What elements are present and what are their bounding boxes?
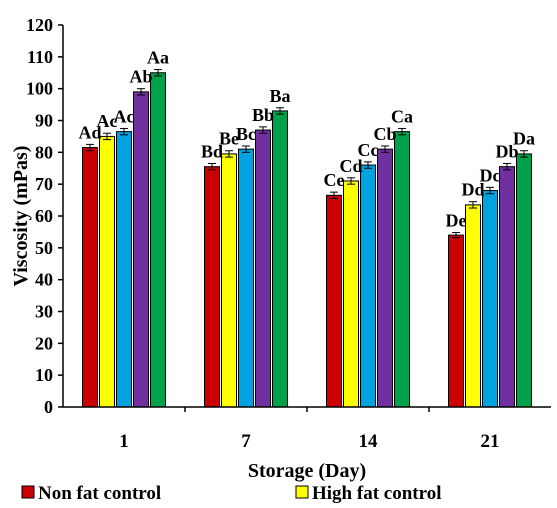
- bar-significance-label: De: [446, 211, 467, 231]
- legend-swatch: [21, 485, 35, 499]
- y-tick-label: 80: [35, 142, 53, 162]
- bar-significance-label: Dc: [480, 165, 501, 185]
- bar-significance-label: Cd: [339, 156, 362, 176]
- bar: [150, 72, 166, 408]
- y-tick-label: 110: [27, 47, 53, 67]
- bars-layer: [82, 72, 532, 408]
- bar: [82, 147, 98, 408]
- legend-label: Non fat control: [38, 483, 161, 504]
- bar: [448, 234, 464, 408]
- bar: [482, 190, 498, 408]
- bar: [516, 153, 532, 408]
- y-tick-label: 100: [26, 79, 53, 99]
- legend-label: High fat control: [312, 483, 441, 504]
- bar-significance-label: Be: [219, 129, 239, 149]
- bar: [394, 131, 410, 408]
- y-tick-label: 90: [35, 111, 53, 131]
- bar: [238, 148, 254, 408]
- y-tick-label: 50: [35, 238, 53, 258]
- y-tick-label: 10: [35, 365, 53, 385]
- y-tick-label: 30: [35, 302, 53, 322]
- bar-significance-label: Ca: [391, 106, 413, 126]
- bar: [204, 166, 220, 408]
- bar: [221, 153, 237, 408]
- bar: [377, 148, 393, 408]
- bar: [326, 194, 342, 408]
- bar-significance-label: Dd: [461, 180, 484, 200]
- bar-significance-label: Ab: [129, 67, 152, 87]
- bar: [272, 110, 288, 408]
- x-tick-label: 7: [241, 431, 251, 452]
- bar: [465, 204, 481, 408]
- bar: [255, 129, 271, 408]
- bar: [133, 91, 149, 408]
- bar-significance-label: Ce: [324, 170, 345, 190]
- bar: [499, 166, 515, 408]
- x-ticks: 1 7 14 21: [119, 407, 500, 452]
- bar-significance-label: Bb: [252, 105, 274, 125]
- x-tick-label: 21: [481, 431, 500, 452]
- bar-significance-label: Cc: [358, 140, 379, 160]
- y-tick-label: 70: [35, 174, 53, 194]
- bar-significance-label: Bd: [201, 141, 223, 161]
- y-ticks: 0 10 20 30 40 50 60 70 80 90 100 110 120: [26, 15, 63, 417]
- bar: [343, 180, 359, 408]
- y-tick-label: 40: [35, 270, 53, 290]
- bar-significance-label: Ac: [114, 106, 135, 126]
- x-tick-label: 14: [359, 431, 379, 452]
- bar: [116, 131, 132, 408]
- x-axis-label: Storage (Day): [248, 460, 366, 482]
- bar-significance-label: Bc: [236, 124, 256, 144]
- y-axis-label: Viscosity (mPas): [10, 146, 32, 287]
- y-tick-label: 120: [26, 15, 53, 35]
- legend-swatch: [295, 485, 309, 499]
- bar: [99, 135, 115, 408]
- bar-significance-label: Da: [513, 129, 535, 149]
- bar-significance-label: Ba: [269, 86, 290, 106]
- bar-significance-label: Cb: [373, 124, 396, 144]
- y-tick-label: 60: [35, 206, 53, 226]
- bar-significance-label: Ac: [97, 111, 118, 131]
- error-bars-layer: [86, 69, 528, 239]
- y-tick-label: 0: [44, 397, 53, 417]
- bar-significance-label: Ad: [78, 122, 101, 142]
- legend: Non fat control High fat control: [21, 483, 441, 504]
- y-tick-label: 20: [35, 333, 53, 353]
- x-tick-label: 1: [119, 431, 129, 452]
- bar: [360, 164, 376, 408]
- bar-significance-label: Aa: [147, 48, 169, 68]
- bar-significance-label: Db: [495, 141, 518, 161]
